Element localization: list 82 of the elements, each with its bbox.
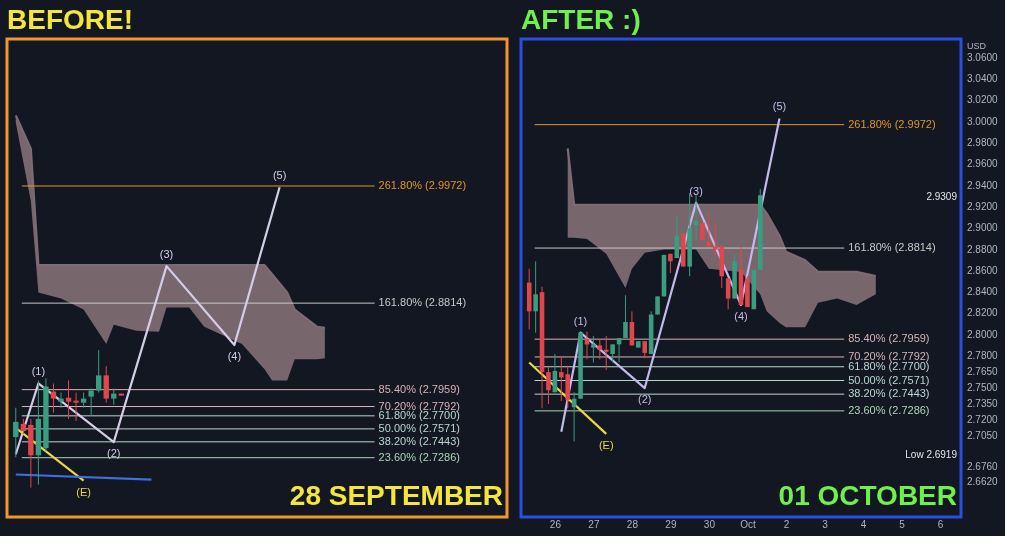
annotation: (5) [272, 169, 287, 182]
chart-title: BEFORE! [7, 4, 133, 35]
y-tick-label: 3.0200 [967, 94, 999, 106]
x-tick-label: 26 [549, 518, 562, 530]
annotation: (4) [734, 309, 748, 322]
annotation: 01 OCTOBER [778, 480, 957, 511]
x-tick-label: 30 [703, 518, 716, 530]
annotation: (E) [76, 485, 91, 498]
candlestick [603, 335, 609, 371]
x-tick-label: 29 [665, 518, 677, 530]
x-tick-label: 28 [626, 518, 639, 530]
annotation: (3) [689, 184, 703, 197]
annotation: (2) [638, 393, 652, 406]
y-tick-label: 2.7500 [967, 382, 999, 394]
annotation: (1) [573, 314, 588, 327]
ref-line-label: 38.20% (2.7443) [848, 387, 930, 400]
x-tick-label: 3 [822, 518, 829, 530]
candlestick [591, 335, 596, 363]
candlestick [725, 277, 731, 310]
ref-line-label: 23.60% (2.7286) [848, 403, 930, 416]
candlestick [610, 343, 615, 363]
candlestick [58, 392, 64, 409]
x-tick-label: 27 [588, 518, 600, 530]
candlestick [623, 294, 628, 339]
candlestick [103, 365, 109, 404]
candlestick [88, 388, 94, 417]
annotation: (5) [772, 100, 787, 113]
chart-title: AFTER :) [521, 4, 641, 35]
ref-line-label: 38.20% (2.7443) [378, 434, 460, 447]
y-tick-label: 2.9200 [967, 200, 999, 212]
y-tick-label: 2.7650 [967, 366, 999, 378]
ref-line-label: 85.40% (2.7959) [378, 382, 460, 395]
candlestick [96, 349, 102, 394]
x-tick-label: 6 [937, 518, 944, 530]
y-tick-label: 2.8200 [967, 307, 999, 319]
candlestick [50, 382, 57, 414]
candlestick [533, 260, 538, 334]
y-tick-label: 2.6620 [967, 475, 999, 487]
y-tick-label: 2.8000 [967, 328, 999, 340]
x-tick-label: Oct [740, 518, 756, 530]
y-tick-label: 3.0000 [967, 115, 999, 127]
annotation: (2) [107, 447, 121, 460]
y-tick-label: 2.9600 [967, 158, 999, 170]
y-tick-label: 2.6760 [967, 460, 999, 472]
x-tick-label: 5 [899, 518, 906, 530]
ref-line-label: 261.80% (2.9972) [848, 117, 936, 130]
y-tick-label: 3.0400 [967, 73, 999, 85]
ref-line-label: 85.40% (2.7959) [848, 332, 930, 345]
x-tick-label: 2 [783, 518, 790, 530]
y-tick-label: 2.9000 [967, 222, 999, 234]
ref-line-label: 23.60% (2.7286) [378, 450, 460, 463]
y-tick-label: 2.8400 [967, 286, 999, 298]
annotation: (1) [31, 365, 46, 378]
annotation: (4) [227, 350, 242, 363]
y-tick-label: 2.9800 [967, 137, 999, 148]
annotation: (3) [159, 248, 174, 261]
y-tick-label: 2.9400 [967, 179, 999, 191]
ref-line-label: 50.00% (2.7571) [378, 421, 460, 434]
x-tick-label: 4 [860, 518, 867, 530]
annotation: 2.9309 [926, 190, 958, 202]
candlestick [597, 338, 603, 360]
ref-line-label: 161.80% (2.8814) [848, 241, 936, 254]
candlestick [73, 392, 79, 422]
y-tick-label: 2.7050 [967, 430, 999, 442]
ref-line-label: 161.80% (2.8814) [378, 296, 467, 309]
candlestick [546, 365, 551, 405]
y-tick-label: 2.7200 [967, 414, 999, 426]
y-tick-label: 2.7350 [967, 398, 999, 410]
candlestick [65, 379, 72, 420]
annotation: Low 2.6919 [905, 448, 958, 460]
text: USD [967, 41, 987, 51]
y-tick-label: 2.8800 [967, 243, 999, 255]
line-series [560, 117, 781, 433]
y-tick-label: 2.8600 [967, 264, 999, 276]
ref-line-label: 50.00% (2.7571) [848, 373, 930, 386]
y-tick-label: 3.0600 [967, 51, 999, 63]
annotation: (E) [598, 438, 614, 451]
y-tick-label: 2.7800 [967, 350, 999, 362]
annotation: 28 SEPTEMBER [289, 480, 503, 511]
ref-line-label: 261.80% (2.9972) [378, 178, 467, 191]
candlestick [655, 295, 660, 316]
candlestick [13, 407, 19, 458]
